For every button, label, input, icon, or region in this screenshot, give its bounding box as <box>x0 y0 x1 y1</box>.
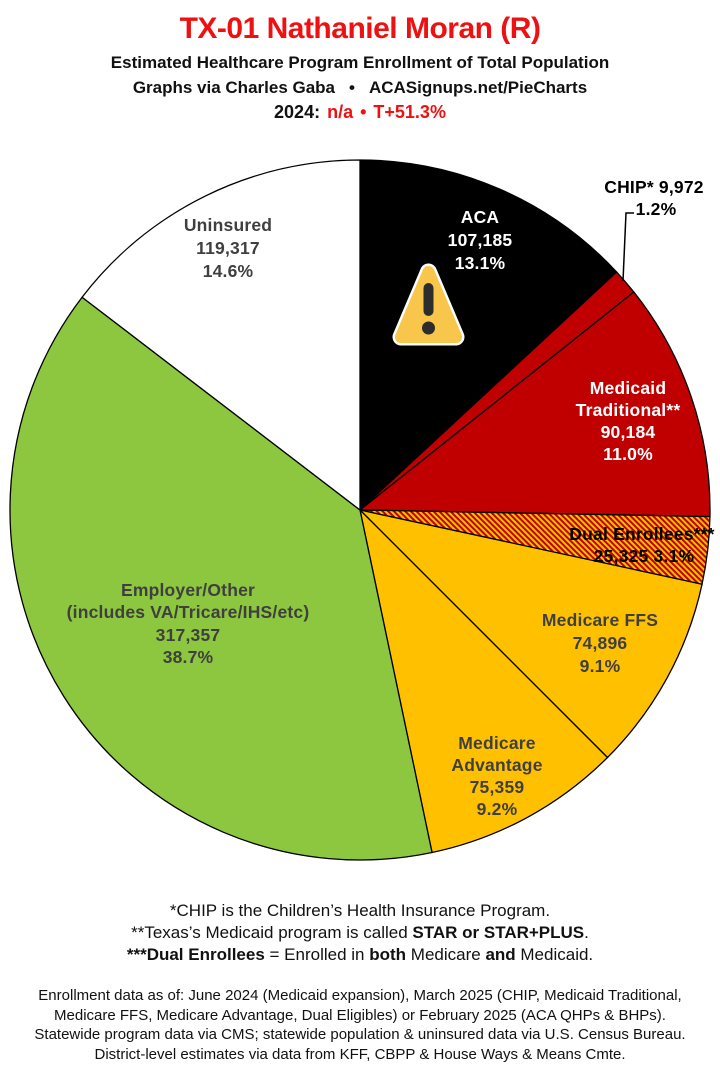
pie-slice-medicare-advantage <box>359 509 609 854</box>
chip-pct: 1.2% <box>636 199 677 219</box>
ma-label-1: Medicare <box>458 733 536 753</box>
footnotes: *CHIP is the Children’s Health Insurance… <box>0 900 720 966</box>
employer-pct: 38.7% <box>163 647 214 667</box>
footnote-dual-mid2: Medicare <box>406 945 486 964</box>
chip-label: CHIP* 9,972 <box>604 177 704 197</box>
slice-label-chip: CHIP* 9,972 1.2% <box>604 177 704 219</box>
pie-slices <box>9 159 711 861</box>
uninsured-value: 119,317 <box>196 238 260 258</box>
footnote-chip: *CHIP is the Children’s Health Insurance… <box>169 901 551 920</box>
warning-exclamation-bar <box>423 283 434 316</box>
year-value: n/a <box>327 102 354 122</box>
aca-label: ACA <box>461 207 500 227</box>
dual-value-pct: 25,325 3.1% <box>594 546 695 566</box>
uninsured-pct: 14.6% <box>203 261 254 281</box>
pie-slice-uninsured <box>81 159 361 511</box>
footnote-dual-suffix: Medicaid. <box>515 945 594 964</box>
credit-line: Graphs via Charles Gaba • ACASignups.net/P… <box>0 78 720 98</box>
margin-bullet: • <box>360 102 367 122</box>
slice-label-dual-enrollees: Dual Enrollees*** 25,325 3.1% <box>569 524 714 566</box>
ffs-pct: 9.1% <box>580 656 621 676</box>
source-line-4: District-level estimates via data from K… <box>94 1045 626 1063</box>
year-label: 2024: <box>274 102 321 122</box>
credit-site: ACASignups.net/PieCharts <box>368 78 588 97</box>
footnote-star-prefix: **Texas’s Medicaid program is called <box>131 923 413 942</box>
dual-label: Dual Enrollees*** <box>569 524 714 544</box>
uninsured-label: Uninsured <box>184 215 272 235</box>
employer-value: 317,357 <box>156 625 221 645</box>
footnote-star-suffix: . <box>584 923 589 942</box>
ffs-value: 74,896 <box>573 633 628 653</box>
footnote-dual-bold2: both <box>369 945 407 964</box>
chart-subtitle: Estimated Healthcare Program Enrollment … <box>110 53 610 72</box>
slice-label-aca: ACA 107,185 13.1% <box>448 207 513 273</box>
ma-label-2: Advantage <box>451 755 542 775</box>
slice-label-medicare-advantage: Medicare Advantage 75,359 9.2% <box>451 733 542 819</box>
ma-value: 75,359 <box>470 777 525 797</box>
medicaid-pct: 11.0% <box>603 444 653 464</box>
footnote-dual-bold3: and <box>485 945 516 964</box>
pie-slice-medicare-ffs <box>359 509 703 759</box>
aca-value: 107,185 <box>448 230 513 250</box>
warning-icon <box>392 263 465 346</box>
source-block: Enrollment data as of: June 2024 (Medica… <box>0 986 720 1064</box>
margin-value: T+51.3% <box>373 102 446 122</box>
source-line-1: Enrollment data as of: June 2024 (Medica… <box>38 987 682 1004</box>
warning-exclamation-dot <box>422 321 435 335</box>
year-margin-line: 2024: n/a • T+51.3% <box>0 102 720 123</box>
footnote-dual-bold1: ***Dual Enrollees <box>126 945 265 964</box>
medicaid-label-1: Medicaid <box>590 378 666 398</box>
credit-bullet: • <box>349 78 355 97</box>
employer-label-2: (includes VA/Tricare/IHS/etc) <box>67 602 310 622</box>
source-line-3: Statewide program data via CMS; statewid… <box>34 1026 686 1043</box>
footnote-star: **Texas’s Medicaid program is called STA… <box>0 922 720 944</box>
slice-label-medicaid-traditional: Medicaid Traditional** 90,184 11.0% <box>576 378 681 464</box>
footnote-dual-mid1: = Enrolled in <box>264 945 370 964</box>
slice-label-employer-other: Employer/Other (includes VA/Tricare/IHS/… <box>67 580 310 667</box>
pie-slice-aca <box>359 159 618 511</box>
pie-slice-employer-other <box>9 296 433 861</box>
credit-prefix: Graphs via Charles Gaba <box>132 78 336 97</box>
pie-slice-medicaid-traditional <box>359 291 711 518</box>
ffs-label: Medicare FFS <box>542 610 658 630</box>
page-title: TX-01 Nathaniel Moran (R) <box>179 12 541 45</box>
slice-label-uninsured: Uninsured 119,317 14.6% <box>184 215 272 281</box>
footnote-star-bold: STAR or STAR+PLUS <box>412 923 585 942</box>
source-line-2: Medicare FFS, Medicare Advantage, Dual E… <box>54 1006 666 1024</box>
employer-label-1: Employer/Other <box>121 580 255 600</box>
aca-pct: 13.1% <box>455 253 506 273</box>
ma-pct: 9.2% <box>477 799 518 819</box>
chip-leader-line <box>622 212 634 282</box>
footnote-dual: ***Dual Enrollees = Enrolled in both Med… <box>0 944 720 966</box>
medicaid-label-2: Traditional** <box>576 400 681 420</box>
slice-label-medicare-ffs: Medicare FFS 74,896 9.1% <box>542 610 658 676</box>
medicaid-value: 90,184 <box>601 422 656 442</box>
